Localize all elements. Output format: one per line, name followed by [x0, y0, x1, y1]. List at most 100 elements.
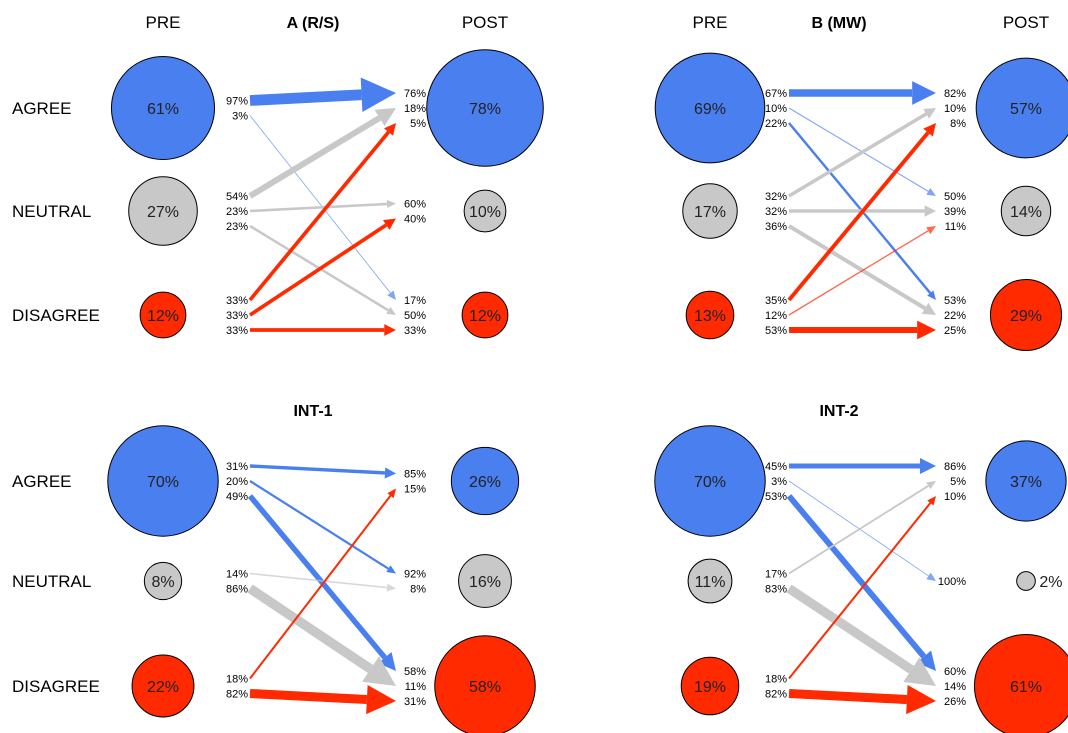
flow-source-label: 35% — [765, 295, 787, 307]
post-circle-agree: 37% — [985, 440, 1067, 522]
circle-percent-label: 61% — [1010, 679, 1042, 696]
circle-percent-label: 14% — [1010, 204, 1042, 221]
post-heading: POST — [1003, 13, 1049, 32]
flow-arrowhead — [926, 187, 936, 196]
flow-source-label: 33% — [226, 295, 248, 307]
circle-percent-label: 78% — [469, 101, 501, 118]
row-label-agree: AGREE — [12, 99, 72, 118]
flow-arrowhead — [921, 302, 936, 315]
flow-arrow-agree-to-disagree — [249, 115, 391, 294]
flow-source-label: 83% — [765, 584, 787, 596]
circle-percent-label: 12% — [147, 308, 179, 325]
post-circle-neutral: 14% — [1000, 185, 1052, 237]
flow-arrowhead — [920, 458, 936, 474]
pre-circle-neutral: 17% — [682, 183, 738, 239]
flow-target-label: 11% — [405, 681, 426, 693]
flow-source-label: 67% — [765, 88, 787, 100]
flow-arrow-disagree-to-disagree — [788, 688, 908, 705]
flow-target-label: 14% — [944, 681, 966, 693]
flow-arrowhead — [912, 81, 936, 105]
flow-source-label: 54% — [226, 191, 248, 203]
flow-target-label: 18% — [404, 103, 426, 115]
flow-target-label: 100% — [938, 576, 966, 588]
flow-source-label: 82% — [226, 689, 248, 701]
post-circle-disagree: 61% — [973, 633, 1068, 733]
flow-source-label: 17% — [765, 569, 787, 581]
flow-arrowhead — [926, 481, 936, 490]
flow-target-label: 86% — [944, 461, 966, 473]
circle-percent-label: 69% — [694, 101, 726, 118]
flow-source-label: 3% — [232, 111, 248, 123]
row-label-agree: AGREE — [12, 472, 72, 491]
flow-arrow-neutral-to-agree — [248, 115, 382, 199]
flow-arrow-agree-to-neutral — [788, 480, 929, 577]
flow-source-label: 23% — [226, 221, 248, 233]
flow-arrow-agree-to-disagree — [247, 494, 387, 660]
flow-target-label: 82% — [944, 88, 966, 100]
post-circle-disagree: 29% — [989, 278, 1063, 352]
flow-arrowhead — [387, 488, 396, 499]
flow-source-label: 32% — [765, 206, 787, 218]
flow-arrow-neutral-to-agree — [788, 112, 928, 198]
flows — [786, 458, 936, 715]
flow-source-label: 49% — [226, 491, 248, 503]
flow-source-label: 20% — [226, 476, 248, 488]
flow-target-label: 5% — [950, 476, 966, 488]
flow-target-label: 8% — [410, 584, 426, 596]
flow-arrow-agree-to-agree — [249, 89, 362, 106]
flow-source-label: 33% — [226, 310, 248, 322]
pre-circle-agree: 61% — [110, 55, 216, 161]
post-circle-disagree: 12% — [461, 291, 509, 339]
flow-source-label: 53% — [765, 325, 787, 337]
flow-arrowhead — [906, 684, 936, 715]
panel-3: INT-1 31% 85% 20% 92% 49% 58% 14% 8% 86% 11% 18% 15%… — [107, 403, 536, 733]
flow-arrow-disagree-to-agree — [788, 502, 932, 680]
flow-arrowhead — [927, 496, 936, 506]
row-label-neutral: NEUTRAL — [12, 572, 91, 591]
flow-arrowhead — [384, 324, 396, 336]
flow-source-label: 53% — [765, 491, 787, 503]
pre-heading: PRE — [146, 13, 181, 32]
circle-percent-label: 19% — [694, 679, 726, 696]
pre-circle-agree: 70% — [654, 425, 766, 537]
circle-percent-label: 11% — [695, 574, 726, 591]
flow-arrow-neutral-to-agree — [788, 484, 929, 575]
circle-percent-label: 16% — [469, 574, 501, 591]
flow-source-label: 22% — [765, 118, 787, 130]
post-circle-agree: 57% — [975, 57, 1068, 159]
circle-percent-label: 70% — [147, 474, 179, 491]
circle-percent-label: 58% — [469, 679, 501, 696]
flows — [787, 81, 936, 340]
circle-percent-label: 10% — [469, 204, 501, 221]
panel-title: A (R/S) — [287, 15, 340, 32]
flow-arrowhead — [924, 205, 936, 217]
panel-4: INT-2 45% 86% 3% 100% 53% 60% 17% 5% 83% 14% 18% 10%… — [654, 403, 1068, 733]
flow-arrowhead — [384, 467, 396, 479]
panel-1: PRE POST A (R/S) 97% 76% 3% 17% 54% 18% 23% 60% 23%… — [110, 13, 544, 339]
panel-2: PRE POST B (MW) 67% 82% 10% 50% 22% 53% 32% 10% 32%… — [654, 13, 1068, 352]
circle-percent-label: 57% — [1010, 101, 1042, 118]
flow-target-label: 11% — [945, 221, 966, 233]
flow-source-label: 23% — [226, 206, 248, 218]
flow-source-label: 32% — [765, 191, 787, 203]
pre-circle-neutral: 8% — [143, 561, 183, 601]
circle-percent-label: 2% — [1039, 574, 1062, 591]
post-circle-disagree: 58% — [434, 635, 536, 733]
pre-circle-disagree: 13% — [685, 290, 735, 340]
post-circle-neutral: 10% — [463, 189, 507, 233]
post-heading: POST — [462, 13, 508, 32]
flow-target-label: 53% — [944, 295, 966, 307]
flow-arrow-agree-to-neutral — [788, 107, 929, 192]
flow-target-label: 40% — [404, 214, 426, 226]
flow-target-label: 15% — [404, 484, 426, 496]
circle-percent-label: 8% — [151, 574, 174, 591]
flow-target-label: 39% — [944, 206, 966, 218]
flows — [248, 77, 396, 336]
flow-arrowhead — [917, 320, 936, 340]
flow-source-label: 3% — [771, 476, 787, 488]
circle-percent-label: 26% — [469, 474, 501, 491]
flow-source-label: 82% — [765, 689, 787, 701]
flow-arrow-disagree-to-agree — [248, 130, 390, 302]
post-circle-neutral: 16% — [458, 554, 512, 608]
